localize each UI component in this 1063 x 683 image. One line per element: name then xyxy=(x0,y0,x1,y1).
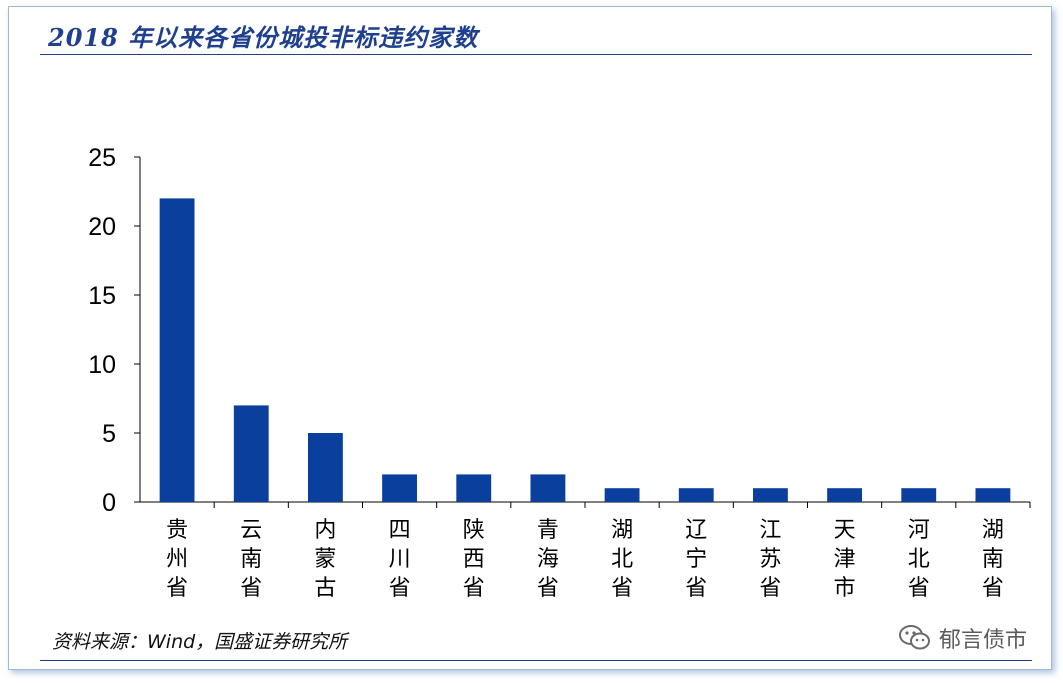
chart-axes xyxy=(134,156,1031,508)
bar xyxy=(456,474,492,502)
bar xyxy=(233,405,269,502)
x-tick-label: 辽宁省 xyxy=(685,518,707,601)
x-tick-label: 云南省 xyxy=(240,518,262,601)
bar xyxy=(604,488,640,502)
bar-series xyxy=(159,198,1011,502)
x-tick-label: 江苏省 xyxy=(759,518,781,601)
x-tick-label: 贵州省 xyxy=(166,518,188,601)
x-tick-label: 河北省 xyxy=(908,518,930,601)
x-tick-label: 湖北省 xyxy=(611,518,633,601)
bar xyxy=(975,488,1011,502)
y-tick-labels: 0 5 10 15 20 25 xyxy=(88,144,116,517)
watermark-text: 郁言债市 xyxy=(938,628,1027,653)
x-tick-label: 陕西省 xyxy=(463,518,485,601)
chart-title: 2018 年以来各省份城投非标违约家数 xyxy=(48,23,479,52)
y-tick-label: 15 xyxy=(88,282,116,310)
bar xyxy=(530,474,566,502)
bar xyxy=(159,198,195,502)
x-tick-labels: 贵州省 云南省 内蒙古 四川省 陕西省 青海省 湖北省 辽宁省 江苏省 天津市 河北省 湖南省 xyxy=(166,518,1004,601)
bar xyxy=(382,474,418,502)
x-tick-label: 四川省 xyxy=(389,518,411,601)
y-tick-label: 0 xyxy=(102,489,116,517)
wechat-icon xyxy=(898,625,930,650)
y-tick-label: 5 xyxy=(102,420,116,448)
x-tick-label: 内蒙古 xyxy=(314,518,336,601)
bar xyxy=(827,488,863,502)
y-tick-label: 20 xyxy=(88,213,116,241)
watermark: 郁言债市 xyxy=(897,622,1027,654)
source-note: 资料来源：Wind，国盛证券研究所 xyxy=(52,631,348,653)
x-tick-label: 湖南省 xyxy=(982,518,1004,601)
bar xyxy=(678,488,714,502)
footer-rule xyxy=(40,660,1032,661)
bar xyxy=(752,488,788,502)
y-tick-label: 10 xyxy=(88,351,116,379)
bar xyxy=(901,488,937,502)
bar xyxy=(307,433,343,502)
title-rule xyxy=(40,54,1032,55)
x-tick-label: 天津市 xyxy=(834,518,856,601)
y-tick-label: 25 xyxy=(88,144,116,172)
x-tick-label: 青海省 xyxy=(537,518,559,601)
